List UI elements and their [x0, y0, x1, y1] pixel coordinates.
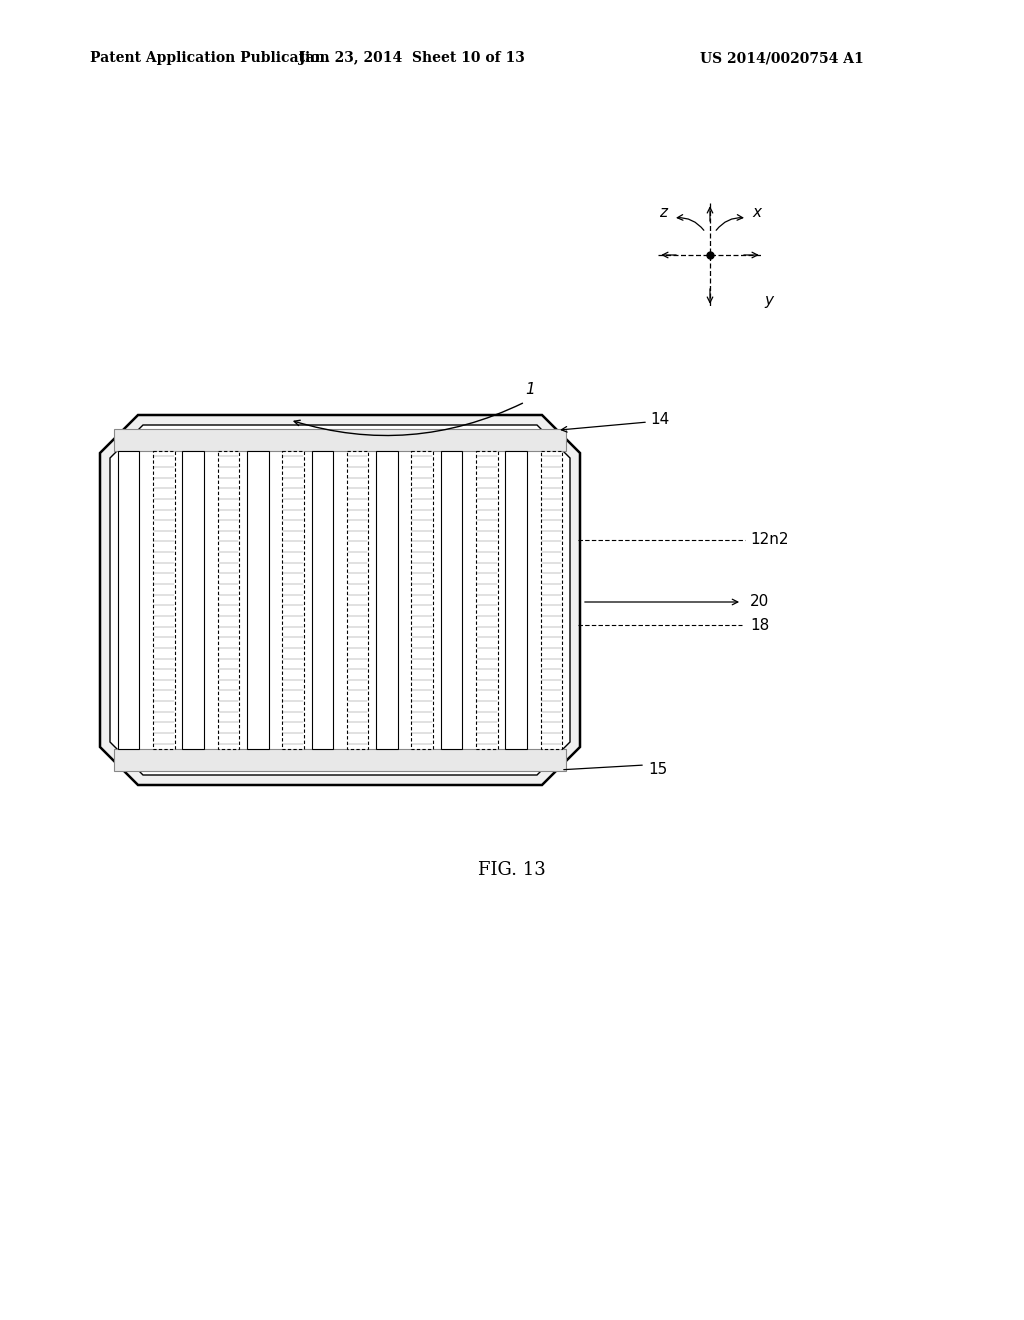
Text: 15: 15 [648, 763, 668, 777]
Bar [376, 451, 397, 748]
Bar [118, 451, 139, 748]
Text: US 2014/0020754 A1: US 2014/0020754 A1 [700, 51, 864, 65]
Bar [505, 451, 527, 748]
Bar [218, 451, 240, 748]
Bar [154, 451, 175, 748]
Bar [347, 451, 369, 748]
Bar [541, 451, 562, 748]
Text: FIG. 13: FIG. 13 [478, 861, 546, 879]
Text: Patent Application Publication: Patent Application Publication [90, 51, 330, 65]
Text: 1: 1 [525, 383, 535, 397]
Bar [114, 429, 566, 451]
Text: 18: 18 [750, 618, 769, 632]
Text: Jan. 23, 2014  Sheet 10 of 13: Jan. 23, 2014 Sheet 10 of 13 [299, 51, 525, 65]
Text: x: x [753, 205, 762, 219]
Bar [182, 451, 204, 748]
Bar [247, 451, 268, 748]
Text: 14: 14 [650, 412, 670, 428]
Bar [440, 451, 462, 748]
Bar [412, 451, 433, 748]
Text: y: y [764, 293, 773, 308]
Bar [311, 451, 333, 748]
Text: z: z [658, 205, 667, 219]
Bar [114, 748, 566, 771]
Text: 20: 20 [750, 594, 769, 610]
Text: 12n2: 12n2 [750, 532, 788, 548]
Polygon shape [100, 414, 580, 785]
Polygon shape [110, 425, 570, 775]
Bar [476, 451, 498, 748]
Bar [283, 451, 304, 748]
